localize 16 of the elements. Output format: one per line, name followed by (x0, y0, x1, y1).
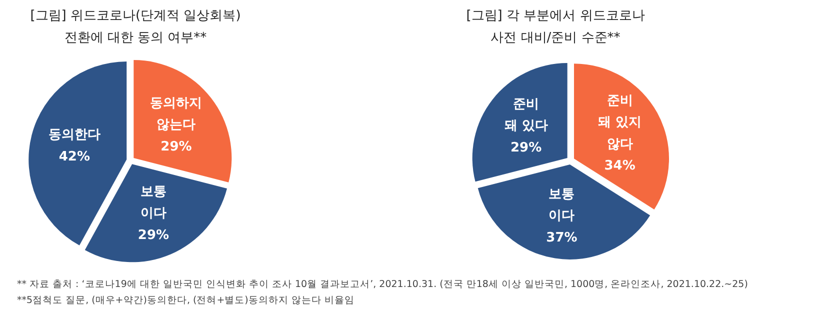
slice-label: 보통 이다 (548, 186, 575, 224)
data-label: 37% (546, 230, 578, 246)
slice-label: 동의한다 (48, 128, 100, 143)
data-label: 29% (160, 139, 192, 154)
data-label: 29% (510, 140, 542, 156)
slice-label: 준비 돼 있지 않다 (598, 93, 642, 152)
text: ** 자료 출처 : ‘코로나19에 대한 일반국민 인식변화 추이 조사 10월 결과보고서’, 2021.10.31. (전국 만18세 이상 일반국민, 1000명, 온라인조사, 2021.10.22.~25) (17, 279, 748, 290)
slice-label: 보통 이다 (140, 184, 166, 222)
data-label: 34% (604, 158, 636, 174)
slice-label: 준비 돼 있다 (504, 96, 548, 134)
slice-label: 동의하지 않는다 (150, 96, 202, 133)
data-label: 42% (58, 149, 90, 164)
data-label: 29% (138, 228, 170, 243)
chart-title: [그림] 각 부분에서 위드코로나 사전 대비/준비 수준** (466, 8, 645, 46)
text: **5점척도 질문, (매우+약간)동의한다, (전혀+별도)동의하지 않는다 비율임 (17, 295, 354, 306)
chart-title: [그림] 위드코로나(단계적 일상회복) 전환에 대한 동의 여부** (30, 8, 241, 46)
